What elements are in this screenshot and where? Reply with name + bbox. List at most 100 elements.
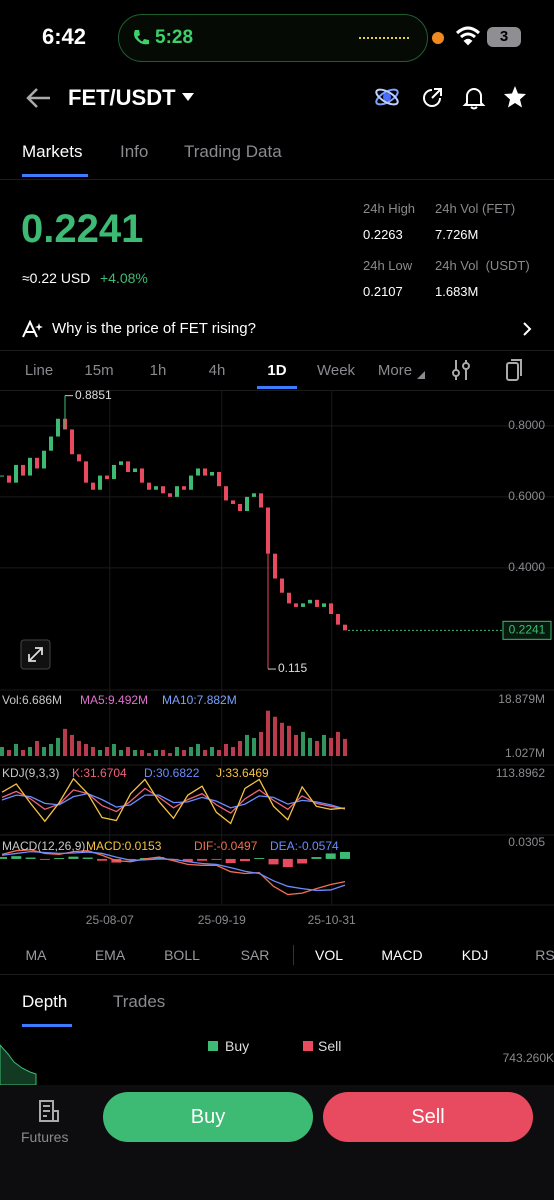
icon-part[interactable] [182,93,194,101]
icon-part[interactable] [26,88,50,108]
back-button[interactable] [24,86,52,110]
interval-more[interactable]: More [377,362,413,379]
volume-bar [161,750,165,756]
stat-label: 24h Vol (USDT) [435,258,530,273]
interval[interactable]: Week [316,362,356,379]
insight-link[interactable]: Why is the price of FET rising? [52,320,256,337]
y-tick-label: 1.027M [505,746,545,760]
futures-label[interactable]: Futures [21,1129,69,1145]
chevron[interactable] [522,322,532,336]
volume-bar [238,740,242,756]
indicator[interactable]: MA [25,947,47,963]
icon-part[interactable] [506,362,519,381]
annotation-label: 0.115 [278,661,307,675]
macd-bar [182,858,193,862]
ai-icon[interactable] [373,83,401,111]
interval[interactable]: 15m [84,362,114,379]
volume-bar [56,737,60,756]
icon-part[interactable] [462,88,486,106]
volume-bar [266,710,270,756]
volume-bar [287,725,291,756]
icon-part[interactable] [374,87,400,108]
indicator-legend: KDJ(9,3,3) [2,766,59,780]
icon-part[interactable] [462,362,470,370]
pair-caret[interactable] [181,92,195,102]
settings-icon[interactable] [452,359,470,381]
volume-bar [112,743,116,756]
indicator-legend: MACD(12,26,9) [2,839,85,853]
candle [280,578,284,593]
stat-value: 0.2263 [363,227,403,242]
layout-icon[interactable] [504,358,524,382]
audio-wave [359,37,409,39]
icon-part[interactable] [423,89,441,107]
y-tick-label: 0.6000 [508,489,545,503]
macd-bar [154,857,165,859]
depth-underline [22,1024,72,1027]
icon-part[interactable] [374,87,400,108]
macd-bar [225,858,236,864]
sell-button[interactable]: Sell [323,1092,533,1142]
interval[interactable]: 4h [208,362,226,379]
indicator-active[interactable]: MACD [381,947,423,963]
interval[interactable]: 1h [149,362,167,379]
interval-active[interactable]: 1D [267,362,287,379]
candle [28,457,32,476]
volume-bar [63,728,67,756]
candle [189,475,193,490]
expand-button[interactable] [20,639,51,670]
indicator[interactable]: RS [535,947,554,963]
futures-icon[interactable] [37,1099,61,1123]
tab-trading-data[interactable]: Trading Data [184,142,282,161]
volume-bar [189,747,193,756]
icon-part[interactable] [134,30,149,45]
indicator[interactable]: EMA [94,947,126,963]
trades-tab[interactable]: Trades [113,992,166,1011]
indicator[interactable]: SAR [240,947,270,963]
macd-bar [340,851,350,859]
candle [322,603,326,607]
icon-part[interactable] [39,1100,59,1122]
interval[interactable]: Line [24,362,54,379]
x-tick-label: 25-10-31 [308,913,356,927]
buy-button[interactable]: Buy [103,1092,313,1142]
icon-part[interactable] [452,369,460,377]
stat-value: 1.683M [435,284,479,299]
usd-price: ≈0.22 USD [22,270,91,286]
icon-part[interactable] [383,93,391,101]
icon-part[interactable] [470,106,478,110]
indicator[interactable]: BOLL [164,947,200,963]
candle [315,599,319,607]
expand-glyph[interactable] [28,647,43,662]
depth-tab[interactable]: Depth [22,992,68,1011]
icon-part[interactable] [504,86,526,108]
depth-max: 743.260K [502,1051,554,1065]
candle [77,454,81,462]
alert-icon[interactable] [462,85,486,111]
volume-bar [182,750,186,756]
stat-value: 7.726M [435,227,479,242]
insight-icon [22,320,43,338]
volume-bar [203,750,207,756]
call-pill[interactable]: 5:28 [118,14,428,62]
indicator-legend: J:33.6469 [216,766,269,780]
tab-info[interactable]: Info [120,142,149,161]
battery: 3 [487,27,521,47]
tab-underline [22,174,88,177]
pair-title[interactable]: FET/USDT [68,85,176,110]
tab-markets[interactable]: Markets [22,142,83,161]
indicator-line [1,777,346,825]
indicator-active[interactable]: KDJ [461,947,489,963]
icon-part[interactable] [511,359,522,376]
favorite-icon[interactable] [503,85,527,109]
icon-part[interactable] [431,88,442,99]
indicator-legend: DEA:-0.0574 [270,839,339,853]
share-icon[interactable] [420,86,444,110]
candle [140,468,144,483]
interval-underline [257,386,297,389]
icon-part[interactable] [523,322,532,336]
candle [329,603,333,615]
indicator-active[interactable]: VOL [314,947,344,963]
indicator-divider [293,945,294,965]
